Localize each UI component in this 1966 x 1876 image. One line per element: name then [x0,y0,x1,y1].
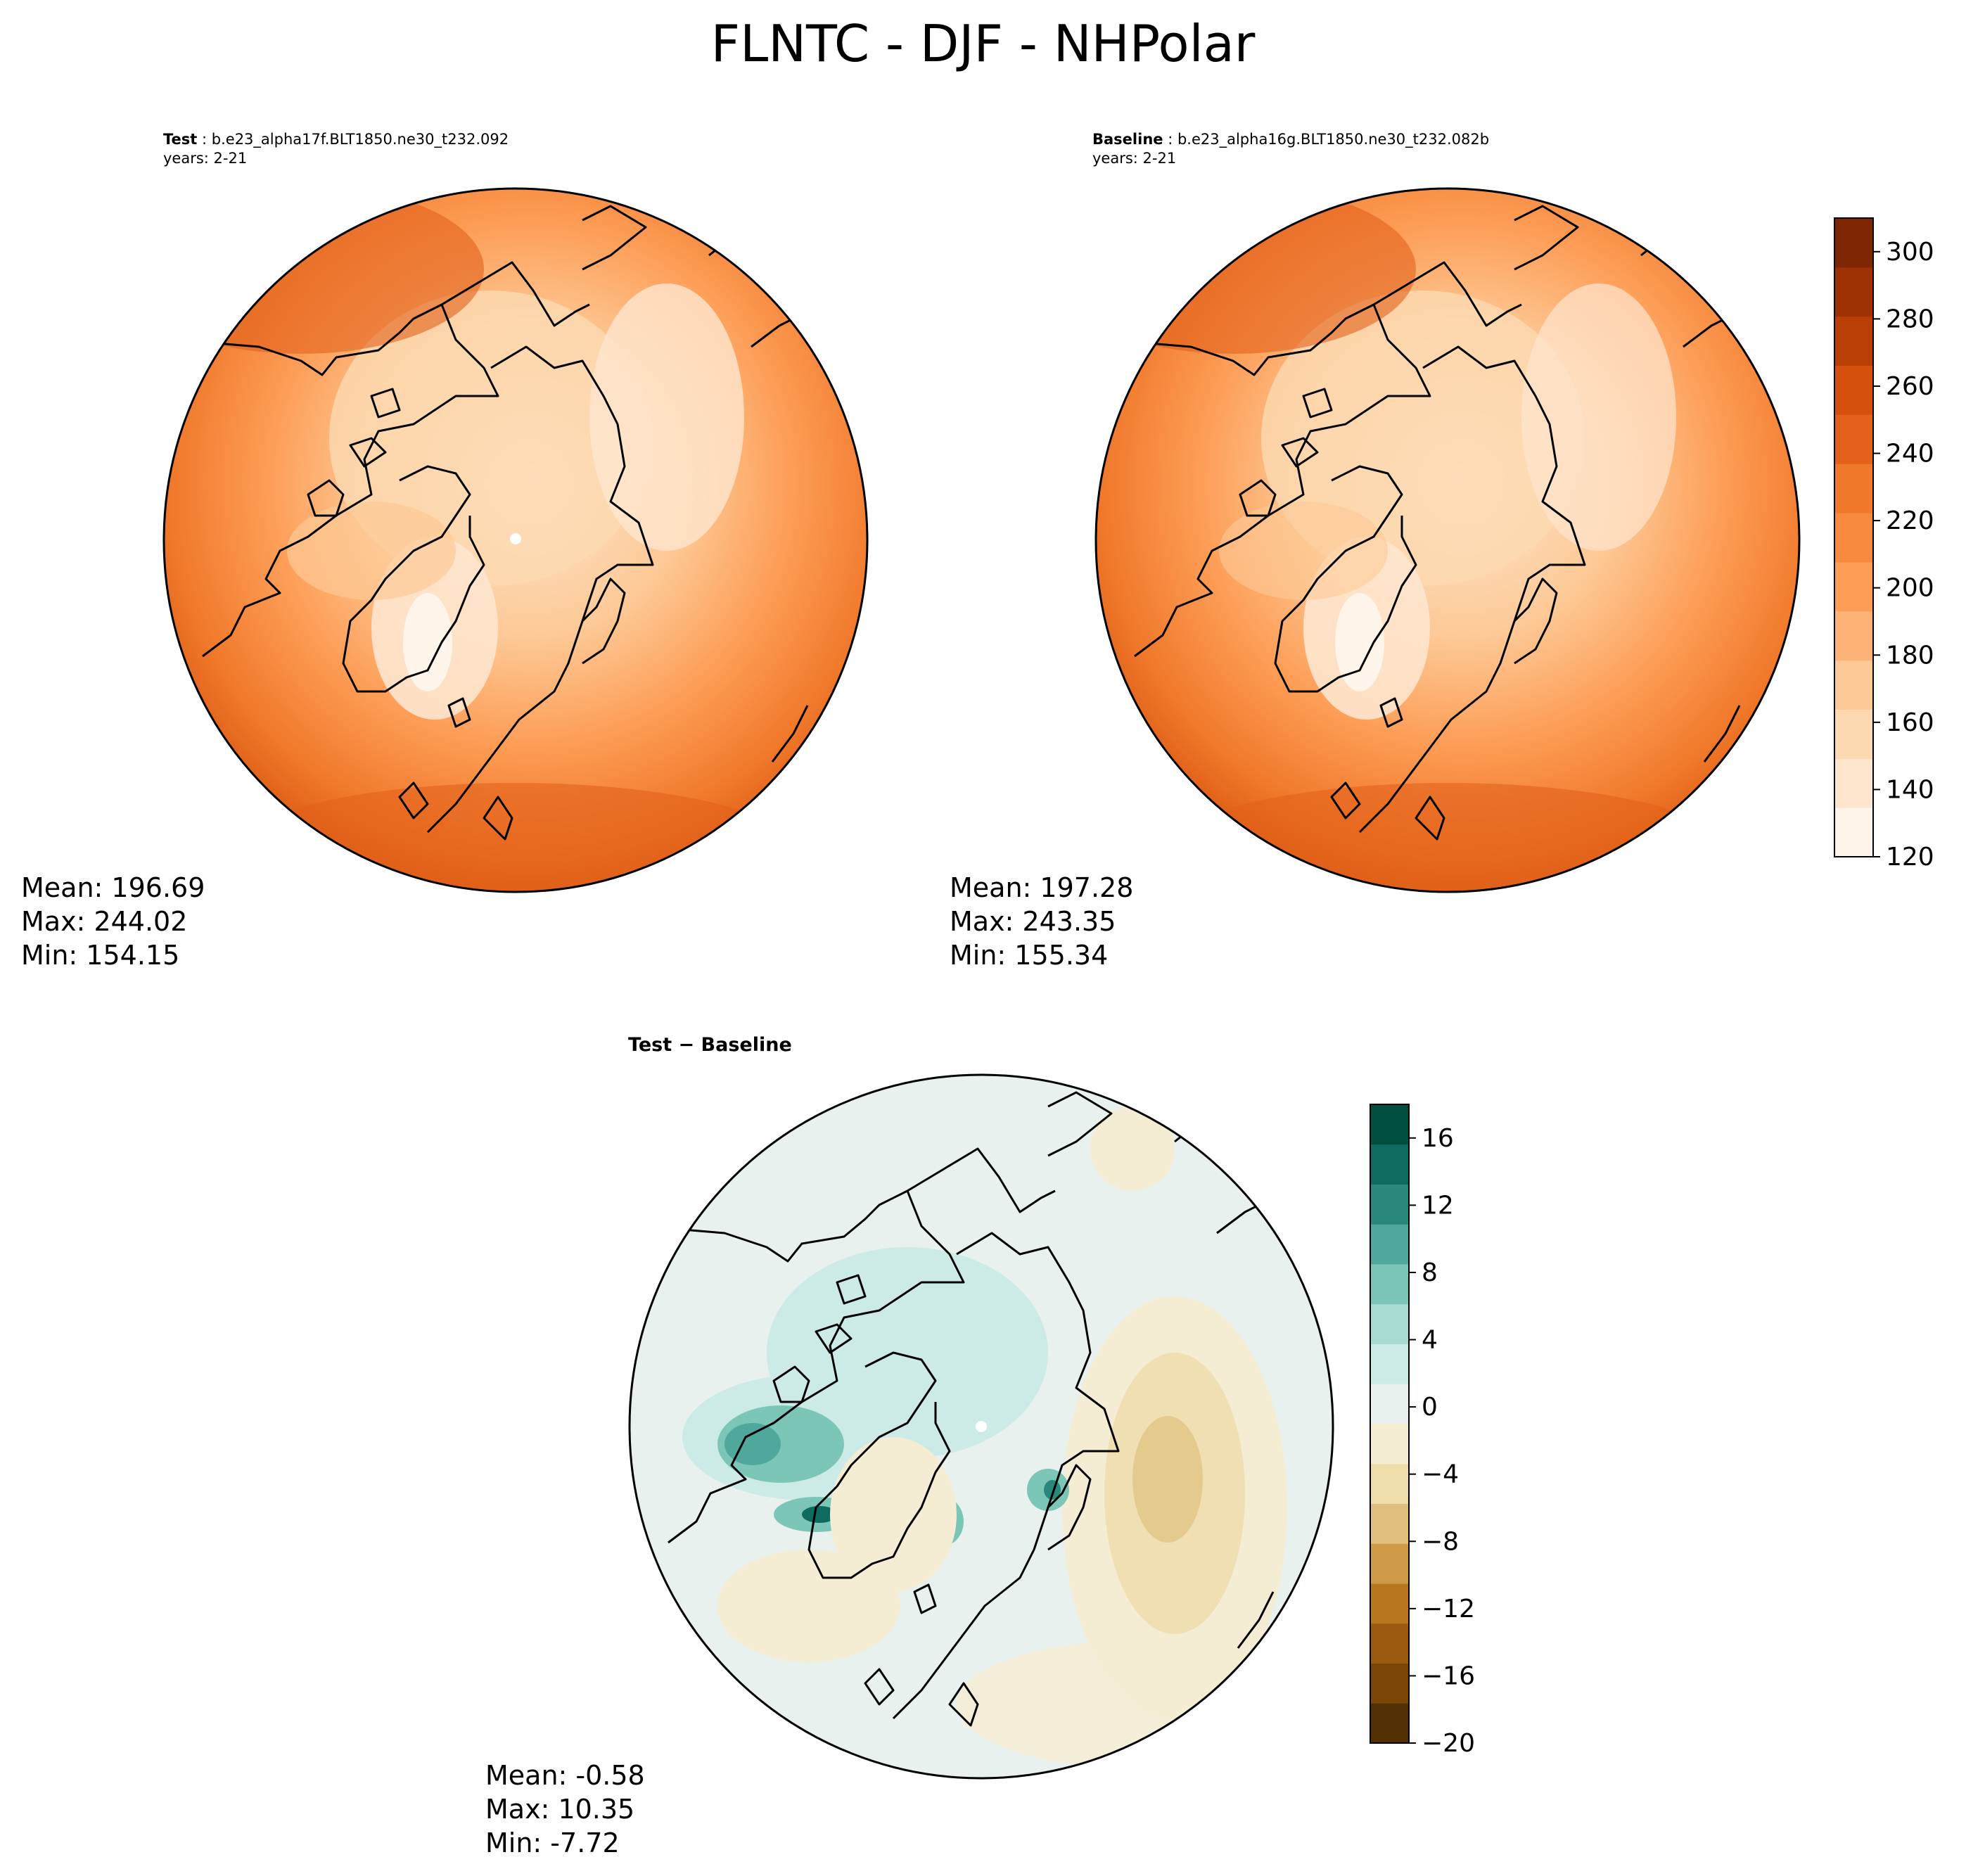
main-colorbar-segment [1834,660,1873,710]
diff-colorbar-tick-label: 8 [1422,1258,1438,1287]
main-colorbar-tick-label: 300 [1886,238,1934,267]
diff-colorbar-segment [1370,1264,1409,1305]
figure-title: FLNTC - DJF - NHPolar [710,14,1256,73]
baseline-min: Min: 155.34 [950,940,1109,971]
test-label: Test [163,131,198,148]
baseline-stats: Mean: 197.28 Max: 243.35 Min: 155.34 [950,871,1133,972]
test-map [162,187,869,893]
diff-colorbar-tick-label: −16 [1422,1661,1475,1690]
diff-colorbar-tick-label: −8 [1422,1527,1459,1556]
diff-panel-title: Test − Baseline [628,1034,792,1056]
main-colorbar-segment [1834,267,1873,317]
diff-colorbar-tick-label: 12 [1422,1191,1454,1220]
test-panel-title: Test : b.e23_alpha17f.BLT1850.ne30_t232.… [163,131,509,167]
diff-colorbar-segment [1370,1384,1409,1424]
diff-colorbar-segment [1370,1703,1409,1744]
main-colorbar-tick-label: 180 [1886,641,1934,670]
baseline-case-name: b.e23_alpha16g.BLT1850.ne30_t232.082b [1177,131,1490,148]
main-colorbar-tick-label: 140 [1886,775,1934,804]
main-colorbar-tick-label: 240 [1886,440,1934,468]
main-colorbar-tick-label: 280 [1886,305,1934,333]
baseline-map [1094,187,1801,893]
diff-colorbar-segments [1370,1104,1409,1744]
diff-colorbar-segment [1370,1303,1409,1344]
diff-colorbar-tick-label: −20 [1422,1729,1475,1758]
diff-colorbar-segment [1370,1623,1409,1664]
diff-colorbar-segment [1370,1184,1409,1225]
baseline-max: Max: 243.35 [950,906,1116,937]
test-case-name: b.e23_alpha17f.BLT1850.ne30_t232.092 [211,131,509,148]
diff-colorbar: 16 12 8 4 0 −4 −8 −12 −16 −20 [1370,1104,1475,1758]
main-colorbar-tick-label: 220 [1886,506,1934,535]
baseline-years: years: 2-21 [1092,150,1177,167]
main-colorbar-segment [1834,561,1873,612]
test-years: years: 2-21 [163,150,248,167]
diff-colorbar-tick-label: 16 [1422,1124,1454,1153]
main-colorbar-segment [1834,611,1873,661]
diff-colorbar-segment [1370,1424,1409,1465]
diff-colorbar-segment [1370,1144,1409,1185]
baseline-label: Baseline [1092,131,1163,148]
main-colorbar-segment [1834,316,1873,366]
main-colorbar-segment [1834,365,1873,415]
main-colorbar-tick-label: 160 [1886,708,1934,737]
diff-colorbar-segment [1370,1344,1409,1384]
diff-colorbar-tick-label: 0 [1422,1393,1438,1422]
diff-colorbar-segment [1370,1224,1409,1265]
diff-map [628,1073,1334,1780]
main-colorbar-segment [1834,808,1873,857]
main-colorbar-ticks: 120 140 160 180 200 220 240 260 280 300 [1873,238,1934,872]
baseline-mean: Mean: 197.28 [950,872,1134,903]
main-colorbar-tick-label: 120 [1886,843,1934,872]
main-colorbar-segment [1834,464,1873,513]
diff-colorbar-segment [1370,1583,1409,1624]
diff-colorbar-tick-label: 4 [1422,1326,1438,1355]
main-colorbar-segments [1834,218,1873,857]
main-colorbar-segment [1834,758,1873,808]
main-colorbar-segment [1834,414,1873,464]
diff-colorbar-tick-label: −12 [1422,1595,1475,1623]
diff-colorbar-segment [1370,1503,1409,1544]
main-colorbar-tick-label: 260 [1886,372,1934,401]
main-colorbar: 120 140 160 180 200 220 240 260 280 300 [1834,217,1934,872]
diff-min: Min: -7.72 [485,1827,620,1858]
diff-colorbar-segment [1370,1463,1409,1504]
diff-stats: Mean: -0.58 Max: 10.35 Min: -7.72 [485,1759,645,1860]
test-max: Max: 244.02 [21,906,188,937]
test-min: Min: 154.15 [21,940,180,971]
diff-max: Max: 10.35 [485,1794,635,1825]
baseline-panel-title: Baseline : b.e23_alpha16g.BLT1850.ne30_t… [1092,131,1490,167]
test-stats: Mean: 196.69 Max: 244.02 Min: 154.15 [21,871,205,972]
diff-colorbar-segment [1370,1104,1409,1145]
main-colorbar-tick-label: 200 [1886,574,1934,603]
main-colorbar-segment [1834,709,1873,759]
main-colorbar-segment [1834,513,1873,563]
diff-colorbar-segment [1370,1543,1409,1584]
main-colorbar-segment [1834,218,1873,268]
test-mean: Mean: 196.69 [21,872,205,903]
diff-mean: Mean: -0.58 [485,1760,645,1791]
diff-colorbar-tick-label: −4 [1422,1460,1459,1489]
diff-colorbar-segment [1370,1663,1409,1704]
diff-colorbar-ticks: 16 12 8 4 0 −4 −8 −12 −16 −20 [1409,1124,1475,1758]
